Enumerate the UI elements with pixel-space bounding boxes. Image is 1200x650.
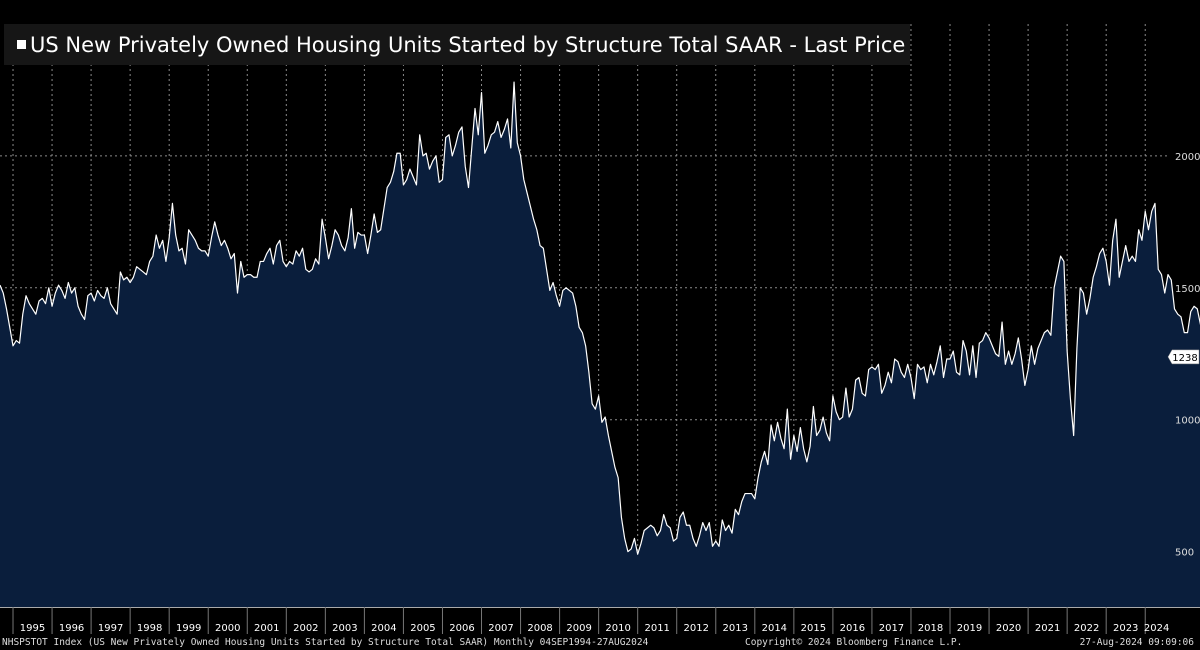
x-tick-label: 1996	[59, 623, 84, 634]
x-tick-label: 2021	[1035, 623, 1060, 634]
series-area-fill	[0, 82, 1200, 607]
timestamp-text: 27-Aug-2024 09:09:06	[1079, 637, 1194, 648]
x-tick-label: 1995	[20, 623, 45, 634]
x-tick-label: 2011	[644, 623, 669, 634]
x-tick-label: 2015	[801, 623, 826, 634]
legend-swatch	[17, 40, 26, 49]
series-line	[0, 81, 1200, 555]
x-tick-label: 2003	[332, 623, 357, 634]
copyright-text: Copyright© 2024 Bloomberg Finance L.P.	[745, 637, 963, 648]
x-tick-label: 2020	[996, 623, 1021, 634]
x-tick-label: 2019	[957, 623, 982, 634]
y-tick-label: 2000	[1175, 152, 1200, 163]
x-tick-label: 1999	[176, 623, 201, 634]
x-axis-labels: 1995 1996 1997 1998 1999 2000 2001 2002 2003 2004…	[0, 607, 1200, 634]
footer: NHSPSTOT Index (US New Privately Owned H…	[0, 636, 1200, 650]
last-value-label: 1238	[1172, 353, 1197, 364]
last-value-tag	[1167, 349, 1200, 365]
x-tick-label: 2022	[1074, 623, 1099, 634]
y-axis-labels: 500 1000 1500 2000	[1175, 152, 1200, 559]
x-tick-label: 2008	[527, 623, 552, 634]
x-tick-label: 2002	[293, 623, 318, 634]
x-tick-label: 2006	[449, 623, 474, 634]
x-tick-label: 2013	[723, 623, 748, 634]
x-tick-label: 2024	[1144, 623, 1169, 634]
x-tick-label: 2001	[254, 623, 279, 634]
x-tick-label: 2005	[410, 623, 435, 634]
x-tick-label: 2007	[488, 623, 513, 634]
x-tick-label: 2010	[605, 623, 630, 634]
x-tick-label: 2014	[762, 623, 787, 634]
x-tick-label: 2017	[879, 623, 904, 634]
ticker-description: NHSPSTOT Index (US New Privately Owned H…	[2, 637, 649, 648]
legend: US New Privately Owned Housing Units Sta…	[4, 24, 910, 65]
x-tick-label: 1998	[137, 623, 162, 634]
y-tick-label: 1500	[1175, 284, 1200, 295]
x-tick-label: 2018	[918, 623, 943, 634]
x-tick-label: 2009	[566, 623, 591, 634]
x-tick-label: 2023	[1113, 623, 1138, 634]
last-value-marker: 1238	[1167, 349, 1200, 365]
x-tick-label: 2000	[215, 623, 240, 634]
x-tick-label: 2012	[684, 623, 709, 634]
x-tick-label: 2004	[371, 623, 396, 634]
x-tick-label: 2016	[840, 623, 865, 634]
x-tick-label: 1997	[98, 623, 123, 634]
y-tick-label: 500	[1175, 548, 1194, 559]
chart-title: US New Privately Owned Housing Units Sta…	[30, 32, 906, 57]
y-tick-label: 1000	[1175, 416, 1200, 427]
